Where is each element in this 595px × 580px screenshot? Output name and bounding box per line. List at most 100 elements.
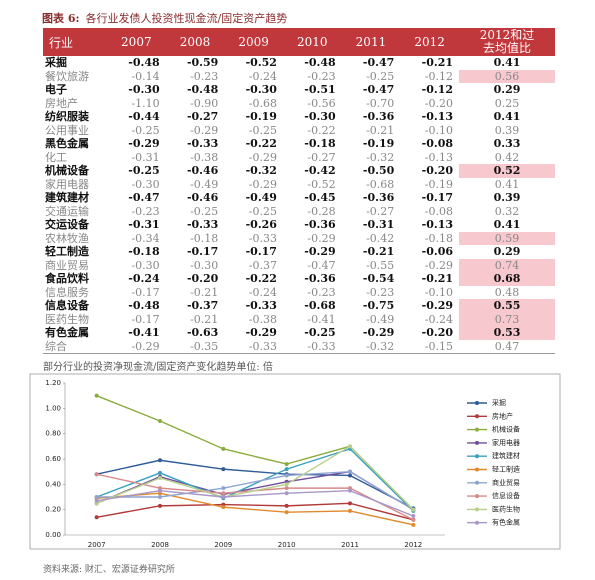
- legend-marker: [475, 440, 479, 445]
- table-cell: -0.17: [131, 312, 160, 326]
- table-cell: -0.47: [362, 56, 395, 70]
- header-cell: 2008: [165, 28, 225, 56]
- table-cell: 0.48: [494, 285, 520, 299]
- table-cell: -0.37: [248, 258, 277, 272]
- table-cell: -0.30: [128, 83, 160, 97]
- table-cell: -0.14: [131, 69, 160, 83]
- table-cell: -0.48: [128, 56, 160, 70]
- table-cell: -0.33: [245, 299, 277, 313]
- table-cell: 0.52: [459, 164, 555, 178]
- table-cell: -0.23: [307, 69, 336, 83]
- data-point: [158, 476, 162, 480]
- table-row: 综合 -0.29 -0.35 -0.33 -0.33 -0.32 -0.15 0.47: [43, 340, 555, 354]
- table-cell: 0.59: [459, 231, 555, 245]
- table-cell: -0.29: [362, 326, 395, 340]
- data-point: [348, 501, 352, 506]
- table-cell: -0.24: [248, 69, 277, 83]
- data-point: [284, 503, 289, 508]
- table-cell: 采掘: [45, 56, 67, 70]
- header-cell: 2009: [224, 28, 283, 56]
- table-cell: 0.56: [459, 69, 555, 83]
- data-point: [94, 393, 99, 398]
- table-row: 家用电器 -0.30 -0.49 -0.29 -0.52 -0.68 -0.19 0.41: [43, 178, 555, 192]
- table-cell: -0.59: [186, 56, 219, 70]
- table-cell: 0.53: [459, 326, 555, 340]
- table-cell: -0.29: [304, 245, 336, 259]
- table-row: 机械设备 -0.25 -0.46 -0.32 -0.42 -0.50 -0.20 0.52: [43, 164, 555, 178]
- table-cell: -0.49: [190, 177, 219, 191]
- header-text: 2009: [238, 35, 269, 49]
- table-cell: 电子: [45, 83, 67, 97]
- table-cell: 餐饮旅游: [45, 69, 89, 83]
- x-tick-label: 2007: [88, 541, 106, 549]
- data-table: 行业 2007 2008 2009 2010 2011 2012 2012和过去均值比 采掘 -…: [43, 28, 555, 354]
- table-cell: -0.27: [186, 110, 219, 124]
- series-line: [96, 502, 414, 521]
- table-cell: -0.49: [245, 191, 277, 205]
- data-point: [158, 419, 162, 423]
- table-cell: 0.33: [493, 137, 521, 151]
- table-cell: 公用事业: [45, 123, 89, 137]
- table-cell: -0.29: [190, 123, 219, 137]
- data-point: [94, 495, 99, 499]
- table-cell: -0.20: [421, 326, 453, 340]
- header-text: 2012和过去均值比: [479, 28, 535, 55]
- table-cell: -0.68: [304, 299, 336, 313]
- header-text: 2007: [121, 35, 152, 49]
- table-cell: -0.29: [424, 258, 453, 272]
- data-point: [348, 488, 352, 493]
- table-cell: -0.22: [307, 123, 336, 137]
- table-cell: -0.21: [421, 56, 453, 70]
- legend-label: 医药生物: [492, 504, 520, 513]
- header-text: 2012: [414, 35, 445, 49]
- table-cell: 农林牧渔: [45, 231, 89, 245]
- table-cell: -0.48: [304, 56, 336, 70]
- table-cell: -0.13: [424, 150, 453, 164]
- table-row: 农林牧渔 -0.34 -0.18 -0.33 -0.29 -0.42 -0.18 0.59: [43, 231, 555, 245]
- source-note: 资料来源: 财汇、宏源证券研究所: [43, 565, 175, 575]
- table-cell: -0.33: [248, 231, 277, 245]
- table-row: 信息设备 -0.48 -0.37 -0.33 -0.68 -0.75 -0.29 0.55: [43, 299, 555, 313]
- y-tick-label: 1.00: [45, 404, 61, 412]
- y-tick-label: 1.20: [45, 379, 61, 387]
- data-point: [158, 488, 162, 493]
- table-cell: -0.21: [190, 285, 219, 299]
- table-cell: 轻工制造: [45, 245, 89, 259]
- table-cell: -0.38: [190, 150, 219, 164]
- legend-marker: [475, 507, 479, 512]
- table-cell: -0.29: [131, 339, 160, 353]
- table-cell: -0.26: [245, 218, 277, 232]
- header-text: 行业: [49, 35, 74, 50]
- table-cell: -0.25: [304, 326, 336, 340]
- chart: 0.00 0.20 0.40 0.60 0.80 1.00 1.20 2007 2008 2009…: [29, 373, 561, 550]
- legend-label: 轻工制造: [492, 465, 520, 474]
- header-cell: 2012: [400, 28, 459, 56]
- table-row: 建筑建材 -0.47 -0.46 -0.49 -0.45 -0.36 -0.17 0.39: [43, 191, 555, 205]
- table-cell: -0.25: [128, 164, 160, 178]
- series-line: [96, 445, 414, 511]
- table-cell: 家用电器: [45, 177, 89, 191]
- table-cell: 0.68: [459, 272, 555, 286]
- table-cell: 0.42: [494, 150, 520, 164]
- table-cell: -0.19: [245, 110, 277, 124]
- figure-title-text: 各行业发债人投资性现金流/固定资产趋势: [85, 12, 288, 25]
- data-point: [158, 503, 162, 508]
- table-cell: -0.47: [307, 258, 336, 272]
- legend-label: 商业贸易: [492, 478, 520, 487]
- data-point: [411, 517, 416, 522]
- table-cell: -0.36: [362, 110, 395, 124]
- table-cell: -0.27: [307, 150, 336, 164]
- table-cell: -0.18: [424, 231, 453, 245]
- table-cell: -0.24: [128, 272, 160, 286]
- table-row: 交运设备 -0.31 -0.33 -0.26 -0.36 -0.31 -0.13 0.41: [43, 218, 555, 232]
- table-cell: -0.36: [304, 218, 336, 232]
- table-cell: -0.15: [424, 339, 453, 353]
- header-text: 2010: [297, 35, 328, 49]
- table-cell: -0.12: [424, 69, 453, 83]
- table-cell: 0.73: [459, 312, 555, 326]
- table-cell: -0.18: [190, 231, 219, 245]
- table-cell: 0.41: [493, 218, 521, 232]
- data-point: [158, 495, 162, 499]
- table-cell: -0.29: [128, 137, 160, 151]
- table-cell: -0.30: [131, 258, 160, 272]
